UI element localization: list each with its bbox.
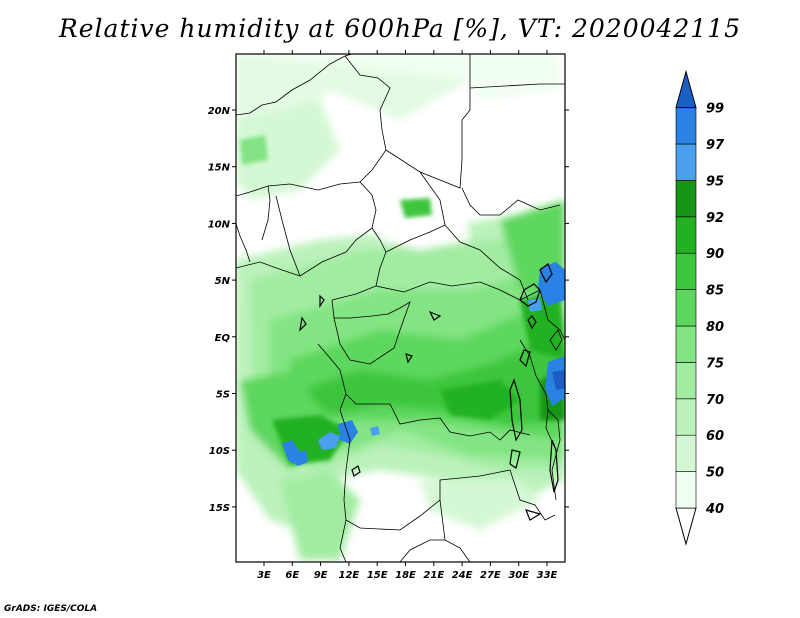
- lat-label: 5N: [215, 276, 231, 287]
- lon-label: 27E: [480, 570, 501, 581]
- colorbar-label: 92: [706, 211, 724, 226]
- colorbar-label: 90: [706, 247, 724, 262]
- colorbar-segment: [675, 434, 697, 472]
- colorbar-label: 70: [706, 393, 724, 408]
- colorbar-segment: [675, 471, 697, 509]
- colorbar-segment: [675, 143, 697, 181]
- lakes-outline: [299, 263, 559, 521]
- colorbar-label: 40: [705, 502, 724, 517]
- lat-label: 15N: [208, 163, 231, 174]
- lat-label: EQ: [215, 333, 231, 344]
- lat-label: 15S: [209, 503, 230, 514]
- colorbar-segment: [675, 216, 697, 254]
- colorbar-segment: [675, 398, 697, 436]
- colorbar-segment: [675, 107, 697, 145]
- lon-label: 30E: [508, 570, 529, 581]
- grads-credit: GrADS: IGES/COLA: [4, 604, 98, 614]
- colorbar-label: 80: [706, 320, 724, 335]
- colorbar-label: 75: [706, 356, 724, 371]
- colorbar-label: 60: [706, 429, 724, 444]
- colorbar-label: 97: [706, 138, 725, 153]
- country-borders: [236, 54, 565, 562]
- lon-label: 6E: [285, 570, 299, 581]
- colorbar-segment: [675, 325, 697, 363]
- lon-label: 15E: [367, 570, 388, 581]
- lon-label: 24E: [452, 570, 473, 581]
- lon-label: 33E: [537, 570, 558, 581]
- colorbar-lower-extension: [675, 507, 697, 546]
- lon-label: 21E: [423, 570, 444, 581]
- colorbar-label: 99: [706, 102, 724, 117]
- lat-label: 5S: [216, 390, 230, 401]
- colorbar-label: 85: [706, 284, 724, 299]
- map-title: Relative humidity at 600hPa [%], VT: 202…: [58, 14, 742, 43]
- colorbar: 40 50 60 70 75 80 85 90 92 95 97 99: [675, 69, 725, 546]
- lat-label: 20N: [208, 106, 231, 117]
- lat-label: 10S: [209, 446, 230, 457]
- map-frame: [235, 53, 566, 563]
- lon-label: 9E: [314, 570, 328, 581]
- colorbar-segment: [675, 180, 697, 218]
- lon-label: 3E: [257, 570, 271, 581]
- lon-label: 12E: [339, 570, 360, 581]
- colorbar-segment: [675, 362, 697, 400]
- colorbar-segment: [675, 289, 697, 327]
- colorbar-label: 95: [706, 174, 724, 189]
- colorbar-segment: [675, 252, 697, 290]
- lon-label: 18E: [395, 570, 416, 581]
- colorbar-upper-extension: [675, 69, 697, 109]
- lat-label: 10N: [208, 219, 231, 230]
- colorbar-label: 50: [706, 466, 724, 481]
